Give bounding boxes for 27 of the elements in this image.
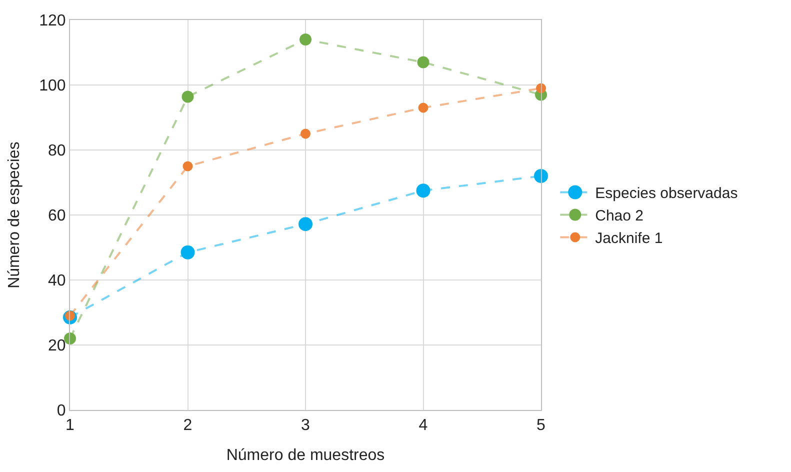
point [416,184,430,198]
legend-label: Jacknife 1 [595,230,663,248]
y-tick-label: 40 [48,272,66,290]
point [300,128,310,139]
point [417,56,430,68]
x-axis-title: Número de muestreos [226,446,385,464]
point [300,34,312,46]
point [182,90,194,103]
y-tick-label: 100 [39,78,66,95]
legend-label: Chao 2 [595,208,644,225]
point [180,245,195,260]
x-tick-label: 4 [418,417,428,434]
point [182,161,193,172]
x-tick-label: 3 [301,417,310,434]
y-tick-label: 60 [48,208,66,225]
y-tick-label: 120 [39,12,66,30]
x-tick-label: 2 [183,417,192,434]
y-tick-label: 0 [56,402,66,420]
point [534,169,548,183]
x-tick-label: 5 [536,417,546,434]
x-tick-label: 1 [66,417,75,434]
y-tick-label: 80 [48,142,66,160]
y-tick-label: 20 [48,338,66,355]
legend-label: Especies observadas [595,185,738,202]
y-axis-title: Número de especies [6,142,23,288]
point [418,102,428,113]
point [298,217,312,232]
